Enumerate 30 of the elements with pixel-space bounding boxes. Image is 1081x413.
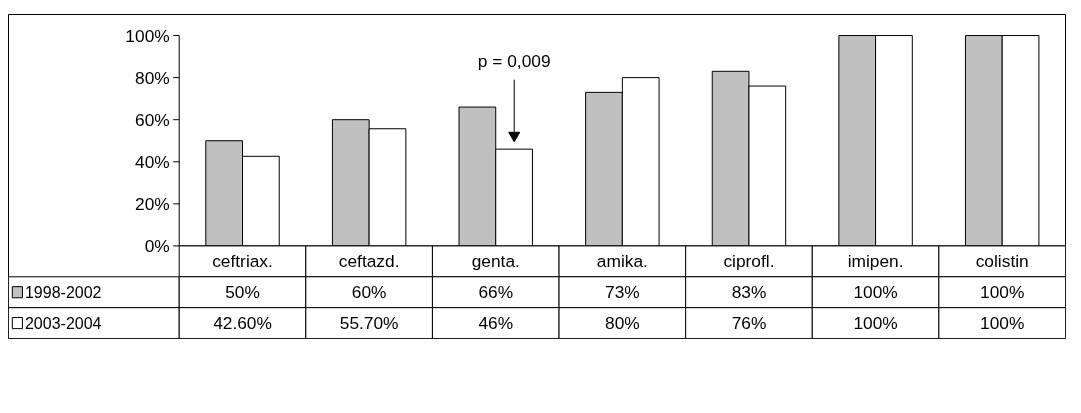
data-label: 46% — [478, 313, 514, 334]
data-label: 42.60% — [213, 313, 272, 334]
data-label: 76% — [731, 313, 767, 334]
data-label: 100% — [853, 313, 898, 334]
y-tick-label: 40% — [135, 151, 170, 172]
y-tick-label: 100% — [125, 25, 170, 46]
data-label: 66% — [478, 282, 514, 303]
x-tick-label: ciprofl. — [723, 251, 775, 272]
x-tick-label: ceftazd. — [338, 251, 400, 272]
y-tick-label: 0% — [144, 235, 170, 256]
data-label: 60% — [351, 282, 387, 303]
x-tick-label: amika. — [596, 251, 648, 272]
data-label: 100% — [853, 282, 898, 303]
data-label: 100% — [980, 313, 1025, 334]
legend-label: 1998-2002 — [24, 284, 102, 302]
data-label: 83% — [731, 282, 767, 303]
data-label: 55.70% — [339, 313, 399, 334]
data-label: 100% — [980, 282, 1025, 303]
data-label: 50% — [225, 282, 260, 303]
annotation: p = 0,009 — [477, 51, 551, 72]
x-tick-label: genta. — [471, 251, 520, 272]
y-tick-label: 80% — [135, 67, 170, 88]
legend-label: 2003-2004 — [24, 315, 102, 333]
x-tick-label: ceftriax. — [212, 251, 273, 272]
data-label: 80% — [605, 313, 640, 334]
x-tick-label: imipen. — [847, 251, 904, 272]
y-tick-label: 60% — [135, 109, 170, 130]
data-label: 73% — [605, 282, 640, 303]
y-tick-label: 20% — [135, 193, 170, 214]
x-tick-label: colistin — [975, 251, 1029, 272]
